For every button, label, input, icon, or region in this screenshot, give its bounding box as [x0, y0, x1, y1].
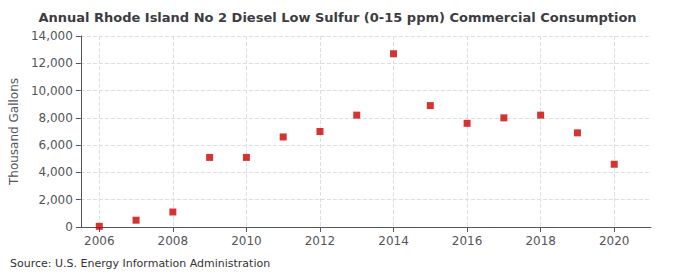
svg-text:2006: 2006: [84, 234, 115, 248]
svg-text:2010: 2010: [231, 234, 262, 248]
svg-text:8,000: 8,000: [39, 111, 73, 125]
svg-text:Annual Rhode Island No 2 Diese: Annual Rhode Island No 2 Diesel Low Sulf…: [38, 10, 636, 25]
svg-text:0: 0: [65, 220, 73, 234]
svg-text:Source: U.S. Energy Informatio: Source: U.S. Energy Information Administ…: [10, 257, 270, 270]
svg-text:2,000: 2,000: [39, 193, 73, 207]
svg-text:2020: 2020: [599, 234, 630, 248]
svg-text:2018: 2018: [525, 234, 556, 248]
svg-text:14,000: 14,000: [31, 29, 73, 43]
svg-text:12,000: 12,000: [31, 56, 73, 70]
svg-text:10,000: 10,000: [31, 84, 73, 98]
svg-text:2016: 2016: [452, 234, 483, 248]
svg-text:Thousand Gallons: Thousand Gallons: [7, 78, 21, 186]
svg-text:2012: 2012: [305, 234, 336, 248]
svg-text:2008: 2008: [158, 234, 189, 248]
svg-text:4,000: 4,000: [39, 165, 73, 179]
svg-text:2014: 2014: [378, 234, 409, 248]
svg-text:6,000: 6,000: [39, 138, 73, 152]
